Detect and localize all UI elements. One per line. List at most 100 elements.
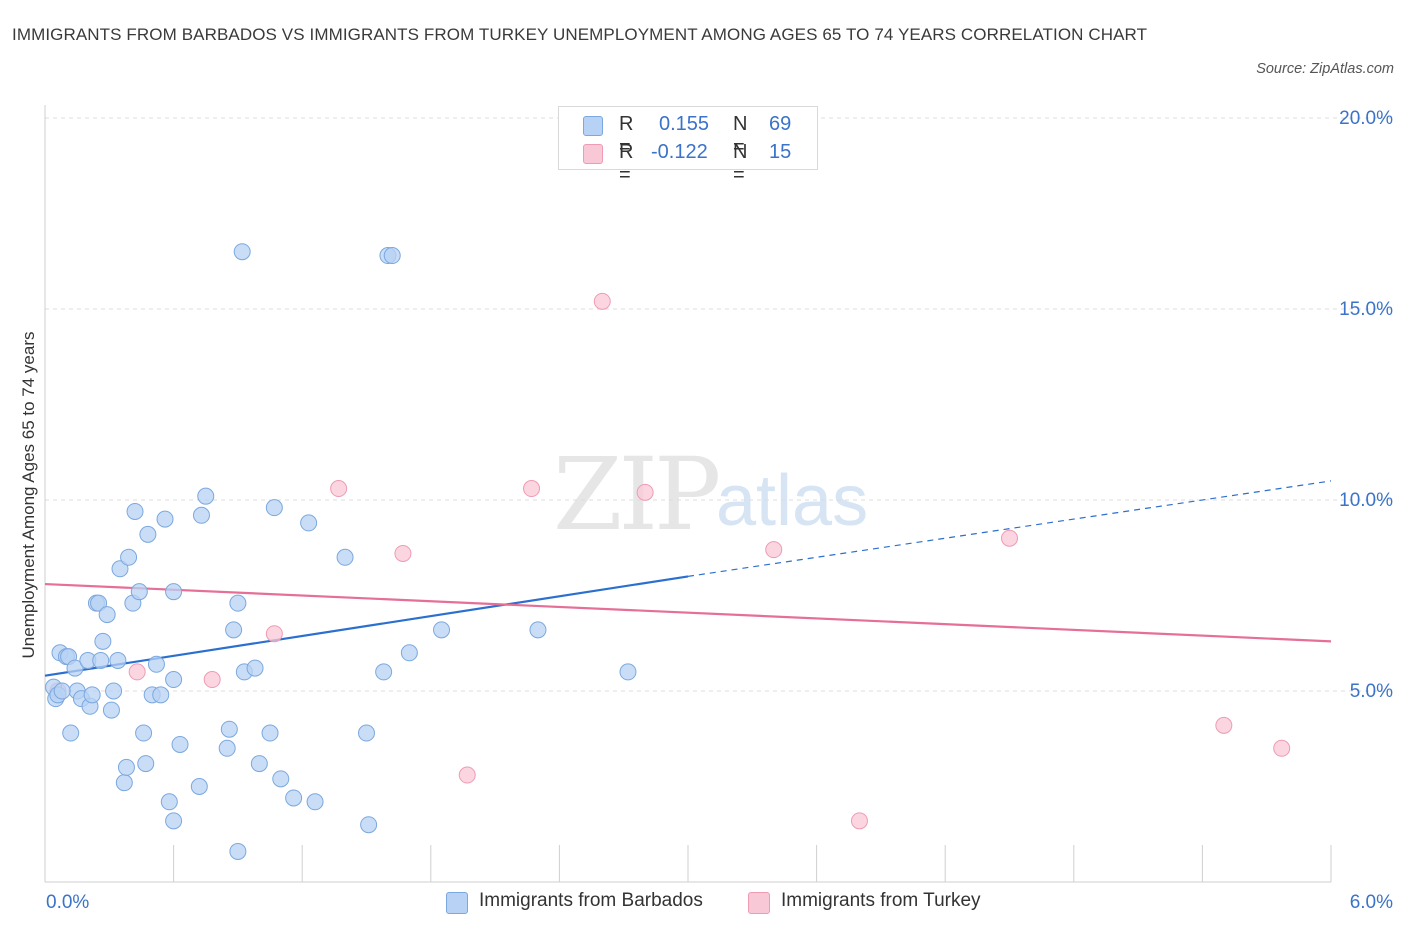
x-tick-label-min: 0.0% <box>46 892 89 913</box>
turkey-point <box>1001 529 1018 547</box>
turkey-r-value: -0.122 <box>651 141 708 163</box>
barbados-n-value: 69 <box>769 113 792 135</box>
y-tick-label: 20.0% <box>1339 108 1393 129</box>
barbados-point <box>117 758 135 776</box>
barbados-point <box>92 651 110 669</box>
turkey-point <box>203 671 221 689</box>
barbados-point <box>529 621 547 639</box>
turkey-r-label: R = <box>619 141 634 186</box>
barbados-point <box>250 755 268 773</box>
barbados-point <box>139 525 157 543</box>
barbados-point <box>375 663 393 681</box>
barbados-point <box>285 789 303 807</box>
barbados-r-label: R = <box>619 113 634 158</box>
y-tick-label: 10.0% <box>1339 490 1393 511</box>
turkey-point <box>458 766 476 784</box>
barbados-point <box>433 621 451 639</box>
barbados-point <box>135 724 153 742</box>
barbados-point <box>218 739 236 757</box>
barbados-point <box>115 774 133 792</box>
barbados-point <box>336 548 354 566</box>
barbados-swatch <box>583 116 603 136</box>
barbados-point <box>225 621 243 639</box>
barbados-point <box>229 594 247 612</box>
turkey-point <box>265 625 283 643</box>
barbados-point <box>165 812 183 830</box>
barbados-point <box>619 663 637 681</box>
turkey-point <box>765 541 783 559</box>
barbados-point <box>137 755 155 773</box>
turkey-point <box>593 292 611 310</box>
barbados-point <box>126 502 144 520</box>
y-axis-title: Unemployment Among Ages 65 to 74 years <box>19 332 38 659</box>
barbados-point <box>171 735 189 753</box>
barbados-point <box>265 499 283 517</box>
barbados-trend-extension <box>687 480 1332 577</box>
points-layer <box>45 243 1291 860</box>
turkey-trend-line <box>44 582 1332 643</box>
bottom-turkey-label: Immigrants from Turkey <box>781 890 981 911</box>
barbados-point <box>130 583 148 601</box>
bottom-turkey-swatch <box>748 892 770 914</box>
barbados-point <box>400 644 418 662</box>
barbados-point <box>197 487 215 505</box>
correlation-legend: R = 0.155 N = 69 R = -0.122 N = 15 <box>558 106 818 186</box>
x-tick-label-max: 6.0% <box>1350 892 1393 913</box>
barbados-point <box>98 606 116 624</box>
barbados-point <box>120 548 138 566</box>
barbados-point <box>192 506 210 524</box>
grid-layer <box>45 117 1392 692</box>
barbados-point <box>160 793 178 811</box>
axis-layer <box>44 105 1332 883</box>
turkey-n-value: 15 <box>769 141 792 163</box>
barbados-point <box>261 724 279 742</box>
turkey-point <box>1273 739 1291 757</box>
y-tick-label: 5.0% <box>1350 681 1393 702</box>
barbados-point <box>190 778 208 795</box>
barbados-point <box>109 651 127 669</box>
barbados-point <box>300 514 318 532</box>
barbados-point <box>220 720 238 738</box>
barbados-point <box>105 682 123 700</box>
turkey-point <box>330 480 348 498</box>
barbados-point <box>358 724 375 742</box>
bottom-barbados-swatch <box>446 892 468 914</box>
watermark-atlas: atlas <box>716 461 869 541</box>
barbados-point <box>229 842 247 860</box>
turkey-point <box>394 544 412 562</box>
turkey-swatch <box>583 144 603 164</box>
y-tick-label: 15.0% <box>1339 299 1393 320</box>
barbados-point <box>66 659 84 677</box>
barbados-point <box>156 510 174 528</box>
trend-layer <box>44 480 1332 677</box>
barbados-point <box>111 560 129 578</box>
turkey-point <box>128 663 146 681</box>
barbados-point <box>53 682 71 700</box>
barbados-point <box>83 686 101 704</box>
barbados-point <box>152 686 170 704</box>
barbados-point <box>94 632 112 650</box>
barbados-point <box>102 701 120 719</box>
bottom-barbados-label: Immigrants from Barbados <box>479 890 703 911</box>
turkey-n-label: N = <box>733 141 748 186</box>
barbados-point <box>383 247 401 265</box>
turkey-point <box>636 483 654 501</box>
barbados-point <box>272 770 290 788</box>
turkey-point <box>523 480 541 498</box>
turkey-point <box>1215 716 1233 734</box>
label-layer: 5.0% 10.0% 15.0% 20.0% 0.0% 6.0% Unemployment … <box>19 108 1393 913</box>
barbados-point <box>360 816 378 834</box>
barbados-point <box>147 655 165 673</box>
barbados-n-label: N = <box>733 113 748 158</box>
barbados-point <box>246 659 264 677</box>
barbados-point <box>62 724 80 742</box>
barbados-point <box>165 671 183 689</box>
barbados-point <box>233 243 251 261</box>
barbados-point <box>90 594 108 612</box>
barbados-r-value: 0.155 <box>659 113 710 135</box>
turkey-point <box>850 812 868 830</box>
source-label: Source: ZipAtlas.com <box>1256 61 1394 77</box>
barbados-point <box>165 583 183 601</box>
barbados-point <box>306 793 324 811</box>
chart-title: IMMIGRANTS FROM BARBADOS VS IMMIGRANTS F… <box>12 25 1148 44</box>
